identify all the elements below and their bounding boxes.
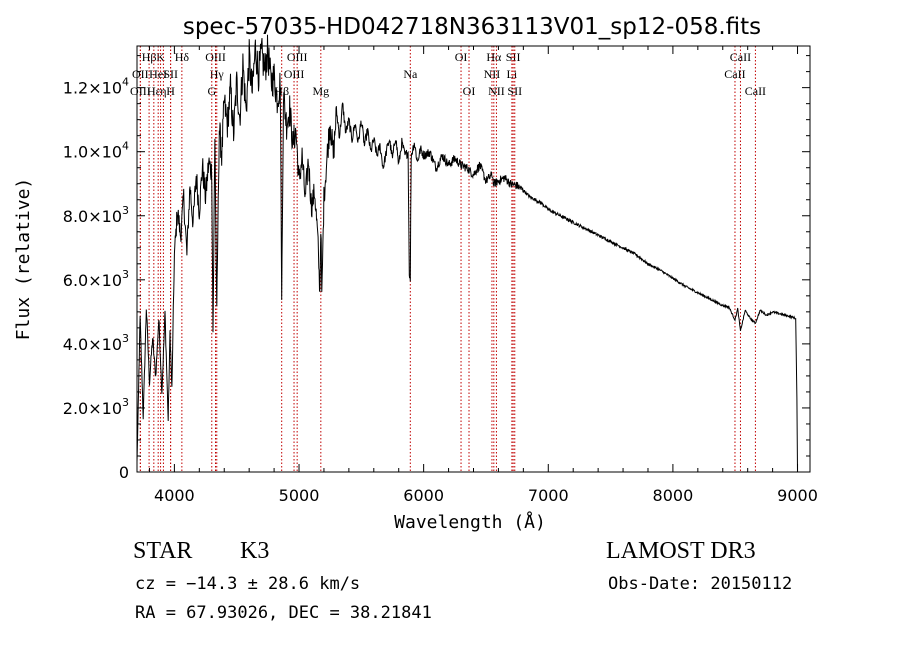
spectral-line-label-26: CaII bbox=[730, 50, 751, 64]
spectral-line-label-18: OI bbox=[455, 50, 468, 64]
y-tick-exponent-1: 3 bbox=[122, 396, 129, 409]
x-tick-label-4: 8000 bbox=[653, 486, 694, 505]
observation-date: Obs-Date: 20150112 bbox=[608, 574, 793, 594]
spectral-line-label-6: η bbox=[160, 84, 166, 98]
y-tick-label-3: 6.0×103 bbox=[63, 268, 129, 290]
y-tick-mantissa-4: 8.0×10 bbox=[63, 207, 122, 226]
spectral-subclass: K3 bbox=[240, 538, 270, 564]
x-tick-label-0: 4000 bbox=[154, 486, 195, 505]
spectral-line-label-27: CaII bbox=[724, 67, 745, 81]
survey-name: LAMOST DR3 bbox=[606, 538, 756, 564]
x-tick-label-1: 5000 bbox=[279, 486, 320, 505]
spectral-line-label-10: OIII bbox=[205, 50, 226, 64]
x-tick-label-5: 9000 bbox=[777, 486, 818, 505]
spectral-line-label-16: Mg bbox=[312, 84, 329, 98]
chart-title: spec-57035-HD042718N363113V01_sp12-058.f… bbox=[183, 14, 761, 40]
spectral-line-label-15: Hβ bbox=[274, 84, 289, 98]
spectral-line-label-0: Hβ bbox=[142, 50, 157, 64]
spectral-line-label-25: SII bbox=[507, 84, 522, 98]
spectral-line-label-5: HeI bbox=[149, 67, 167, 81]
spectral-line-label-21: SII bbox=[506, 50, 521, 64]
y-tick-mantissa-6: 1.2×10 bbox=[63, 79, 122, 98]
spectral-line-label-7: Hδ bbox=[175, 50, 190, 64]
spectral-line-label-2: OIII bbox=[130, 84, 151, 98]
x-axis-ticks: 4000 5000 6000 7000 8000 9000 bbox=[148, 46, 818, 505]
y-tick-exponent-6: 4 bbox=[122, 76, 129, 89]
y-tick-mantissa-2: 4.0×10 bbox=[63, 335, 122, 354]
y-tick-label-6: 1.2×104 bbox=[63, 76, 129, 98]
y-tick-exponent-5: 4 bbox=[122, 140, 129, 153]
y-tick-mantissa-0: 0 bbox=[119, 463, 129, 482]
x-axis-label: Wavelength (Å) bbox=[394, 511, 546, 533]
spectral-line-label-3: Hε bbox=[147, 84, 161, 98]
x-tick-label-3: 7000 bbox=[528, 486, 569, 505]
spectral-line-label-20: Hα bbox=[486, 50, 502, 64]
spectral-line-label-22: NII bbox=[484, 67, 501, 81]
y-tick-label-5: 1.0×104 bbox=[63, 140, 129, 162]
y-tick-mantissa-1: 2.0×10 bbox=[63, 399, 122, 418]
plot-frame bbox=[136, 45, 811, 473]
spectral-line-label-11: Hγ bbox=[210, 67, 225, 81]
y-tick-mantissa-3: 6.0×10 bbox=[63, 271, 122, 290]
y-tick-mantissa-5: 1.0×10 bbox=[63, 143, 122, 162]
y-tick-label-4: 8.0×103 bbox=[63, 204, 129, 226]
spectral-line-label-9: H bbox=[166, 84, 175, 98]
spectral-line-label-4: K bbox=[156, 50, 165, 64]
x-tick-label-2: 6000 bbox=[403, 486, 444, 505]
y-tick-label-2: 4.0×103 bbox=[63, 332, 129, 354]
y-tick-exponent-2: 3 bbox=[122, 332, 129, 345]
redshift-readout: cz = −14.3 ± 28.6 km/s bbox=[135, 574, 361, 594]
y-axis-ticks: 02.0×1034.0×1036.0×1038.0×1031.0×1041.2×… bbox=[63, 55, 810, 482]
spectral-line-label-28: CaII bbox=[745, 84, 766, 98]
object-type: STAR bbox=[133, 538, 193, 564]
spectral-line-label-14: OIII bbox=[284, 67, 305, 81]
spectral-line-label-24: NII bbox=[488, 84, 505, 98]
spectral-line-label-13: OIII bbox=[287, 50, 308, 64]
y-tick-exponent-3: 3 bbox=[122, 268, 129, 281]
flux-series-line bbox=[136, 34, 798, 473]
spectral-line-label-23: Li bbox=[507, 67, 518, 81]
y-axis-label: Flux (relative) bbox=[13, 178, 34, 341]
coordinates-readout: RA = 67.93026, DEC = 38.21841 bbox=[135, 603, 432, 623]
y-tick-label-1: 2.0×103 bbox=[63, 396, 129, 418]
y-tick-exponent-4: 3 bbox=[122, 204, 129, 217]
spectral-line-label-17: Na bbox=[403, 67, 418, 81]
spectral-line-label-19: OI bbox=[463, 84, 476, 98]
spectral-line-label-12: G bbox=[207, 84, 216, 98]
y-tick-label-0: 0 bbox=[119, 463, 129, 482]
